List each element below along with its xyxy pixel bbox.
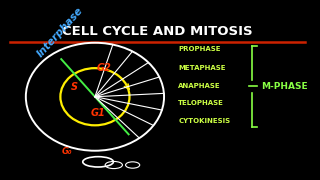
Text: PROPHASE: PROPHASE <box>178 46 221 52</box>
Text: ANAPHASE: ANAPHASE <box>178 83 221 89</box>
Text: CYTOKINESIS: CYTOKINESIS <box>178 118 230 123</box>
Text: METAPHASE: METAPHASE <box>178 65 226 71</box>
Text: TELOPHASE: TELOPHASE <box>178 100 224 106</box>
Text: G₀: G₀ <box>61 147 72 156</box>
Text: M-PHASE: M-PHASE <box>261 82 308 91</box>
Text: S: S <box>71 82 78 92</box>
Text: G1: G1 <box>91 108 106 118</box>
Text: CELL CYCLE AND MITOSIS: CELL CYCLE AND MITOSIS <box>62 25 253 38</box>
Text: Interphase: Interphase <box>35 5 85 59</box>
Text: G2: G2 <box>97 63 112 73</box>
